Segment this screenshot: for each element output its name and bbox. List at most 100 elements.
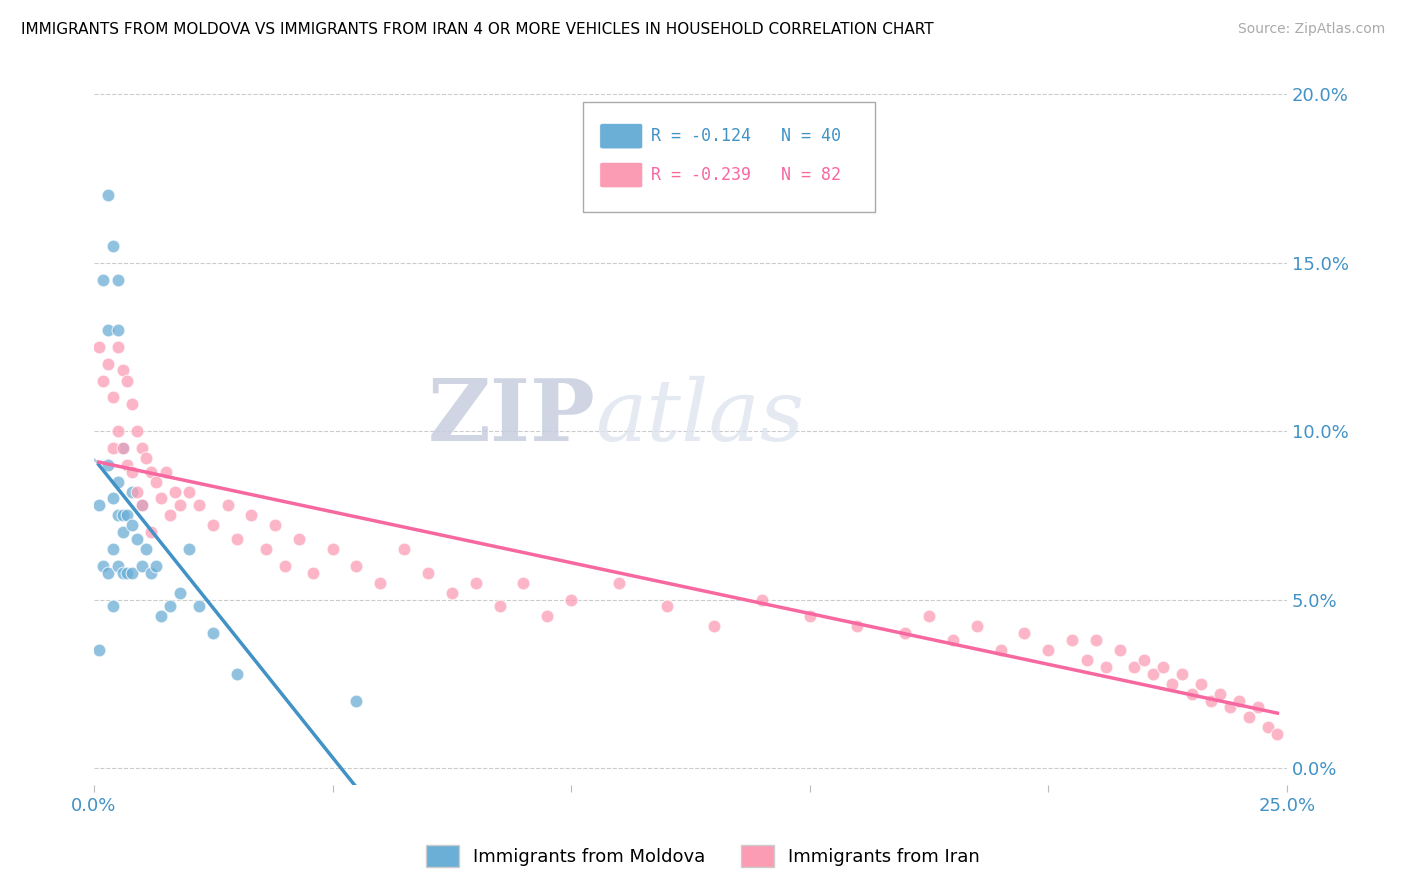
Point <box>149 609 172 624</box>
Point <box>464 575 486 590</box>
Point <box>1161 676 1184 690</box>
Point <box>87 498 110 512</box>
Point <box>1133 653 1156 667</box>
FancyBboxPatch shape <box>600 123 643 149</box>
Point <box>344 693 367 707</box>
Point <box>1189 676 1212 690</box>
Point <box>918 609 941 624</box>
Point <box>536 609 558 624</box>
Point <box>131 498 153 512</box>
Point <box>799 609 821 624</box>
Point <box>1109 643 1132 657</box>
Point <box>111 566 134 580</box>
Point <box>131 441 153 455</box>
Point <box>101 441 124 455</box>
Point <box>93 558 115 573</box>
Text: ZIP: ZIP <box>427 375 595 459</box>
Point <box>512 575 534 590</box>
Point <box>145 558 167 573</box>
Point <box>121 566 143 580</box>
Point <box>111 441 134 455</box>
Point <box>488 599 510 614</box>
Point <box>125 484 148 499</box>
Point <box>440 586 463 600</box>
Point <box>135 451 157 466</box>
Point <box>1209 687 1232 701</box>
Point <box>117 458 139 472</box>
Point <box>942 632 965 647</box>
Point <box>187 498 209 512</box>
Point <box>155 465 177 479</box>
Point <box>607 575 630 590</box>
Point <box>179 484 201 499</box>
Legend: Immigrants from Moldova, Immigrants from Iran: Immigrants from Moldova, Immigrants from… <box>419 838 987 874</box>
Point <box>217 498 239 512</box>
Point <box>1123 660 1146 674</box>
Point <box>125 532 148 546</box>
Point <box>966 619 988 633</box>
Point <box>1267 727 1289 741</box>
Point <box>1227 693 1250 707</box>
Point <box>1142 666 1164 681</box>
Point <box>179 541 201 556</box>
Point <box>202 626 225 640</box>
Point <box>169 586 191 600</box>
Point <box>416 566 439 580</box>
Point <box>560 592 582 607</box>
Point <box>655 599 678 614</box>
FancyBboxPatch shape <box>583 103 876 211</box>
Point <box>187 599 209 614</box>
Point <box>1152 660 1174 674</box>
Point <box>101 491 124 506</box>
Point <box>264 518 287 533</box>
Point <box>1180 687 1202 701</box>
Point <box>101 391 124 405</box>
Point <box>141 465 163 479</box>
Point <box>97 566 120 580</box>
Point <box>240 508 263 523</box>
Point <box>107 340 129 354</box>
Point <box>101 599 124 614</box>
Point <box>159 599 181 614</box>
Point <box>135 541 157 556</box>
Point <box>141 566 163 580</box>
Point <box>107 475 129 489</box>
Point <box>117 566 139 580</box>
Point <box>165 484 187 499</box>
Point <box>145 475 167 489</box>
Point <box>111 525 134 540</box>
Point <box>111 508 134 523</box>
Point <box>97 357 120 371</box>
Point <box>121 465 143 479</box>
Point <box>107 323 129 337</box>
Point <box>392 541 415 556</box>
Point <box>101 541 124 556</box>
Point <box>322 541 344 556</box>
Point <box>117 374 139 388</box>
Point <box>97 188 120 202</box>
Point <box>274 558 297 573</box>
Point <box>159 508 181 523</box>
Point <box>344 558 367 573</box>
Point <box>1076 653 1098 667</box>
Point <box>1219 700 1241 714</box>
Point <box>202 518 225 533</box>
Point <box>107 508 129 523</box>
Point <box>1257 721 1279 735</box>
Point <box>302 566 325 580</box>
Point <box>107 272 129 286</box>
Point <box>1237 710 1260 724</box>
Point <box>93 272 115 286</box>
Point <box>87 643 110 657</box>
Point <box>1038 643 1060 657</box>
Point <box>288 532 311 546</box>
Point <box>121 397 143 411</box>
Point <box>101 239 124 253</box>
Point <box>111 441 134 455</box>
Text: R = -0.124   N = 40: R = -0.124 N = 40 <box>651 128 841 145</box>
Point <box>1171 666 1194 681</box>
Point <box>141 525 163 540</box>
Point <box>1199 693 1222 707</box>
Point <box>111 363 134 377</box>
Point <box>107 424 129 438</box>
